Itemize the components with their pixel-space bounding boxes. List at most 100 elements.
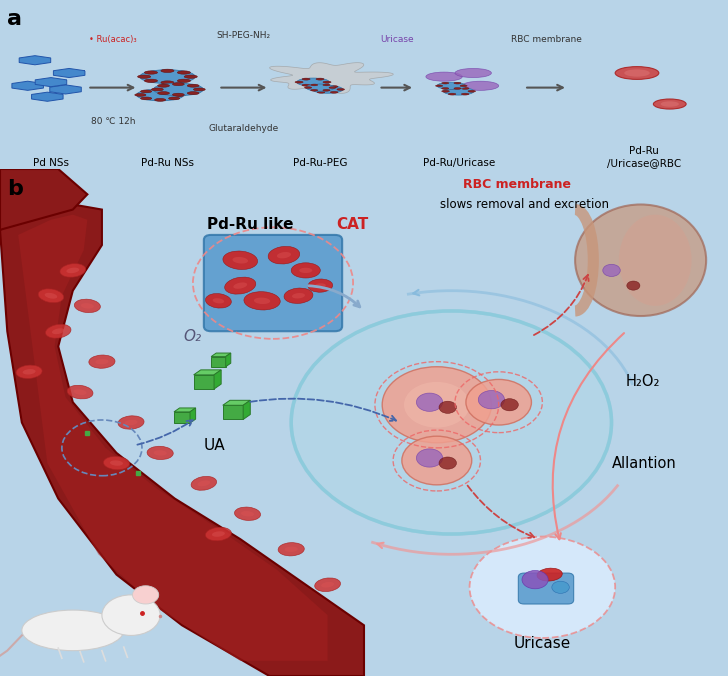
Circle shape: [329, 87, 336, 89]
Circle shape: [462, 87, 469, 89]
Circle shape: [460, 85, 467, 87]
Ellipse shape: [537, 568, 562, 581]
Circle shape: [466, 379, 531, 425]
Circle shape: [603, 264, 620, 276]
Text: RBC membrane: RBC membrane: [510, 34, 582, 44]
Ellipse shape: [95, 359, 108, 364]
Polygon shape: [0, 204, 364, 676]
Ellipse shape: [234, 283, 247, 289]
Ellipse shape: [615, 67, 659, 79]
Circle shape: [442, 88, 448, 89]
Circle shape: [187, 92, 199, 95]
Ellipse shape: [619, 215, 692, 306]
Polygon shape: [226, 353, 231, 366]
Circle shape: [437, 82, 466, 89]
Ellipse shape: [299, 268, 312, 273]
Circle shape: [175, 93, 186, 96]
Ellipse shape: [46, 324, 71, 338]
Circle shape: [137, 89, 183, 101]
Circle shape: [187, 84, 199, 87]
Circle shape: [154, 99, 166, 101]
Ellipse shape: [52, 329, 65, 334]
Circle shape: [135, 93, 146, 96]
Circle shape: [178, 71, 191, 74]
Circle shape: [138, 75, 151, 78]
Circle shape: [462, 81, 499, 91]
Ellipse shape: [74, 299, 100, 312]
Circle shape: [552, 581, 569, 594]
Circle shape: [291, 311, 612, 534]
Circle shape: [439, 401, 456, 413]
Circle shape: [184, 75, 197, 78]
Ellipse shape: [314, 283, 326, 288]
Ellipse shape: [16, 365, 42, 379]
Circle shape: [317, 86, 325, 88]
Circle shape: [312, 86, 343, 93]
Text: Pd-Ru
/Uricase@RBC: Pd-Ru /Uricase@RBC: [607, 146, 681, 168]
Text: O₂: O₂: [184, 329, 202, 344]
Text: Uricase: Uricase: [380, 34, 414, 44]
Text: RBC membrane: RBC membrane: [463, 178, 571, 191]
Ellipse shape: [625, 70, 650, 76]
Ellipse shape: [244, 291, 280, 310]
Circle shape: [435, 85, 443, 87]
Ellipse shape: [292, 293, 305, 299]
Polygon shape: [223, 400, 250, 406]
Text: CAT: CAT: [336, 217, 368, 233]
Circle shape: [470, 537, 615, 638]
Circle shape: [442, 82, 448, 84]
Ellipse shape: [223, 251, 258, 270]
Ellipse shape: [278, 543, 304, 556]
Circle shape: [448, 93, 456, 95]
Ellipse shape: [74, 389, 87, 395]
Circle shape: [154, 83, 203, 96]
Polygon shape: [214, 370, 221, 389]
Ellipse shape: [118, 416, 144, 429]
Circle shape: [132, 585, 159, 604]
Ellipse shape: [241, 511, 254, 516]
Circle shape: [501, 399, 518, 411]
Ellipse shape: [39, 289, 63, 303]
Circle shape: [416, 393, 443, 411]
Text: H₂O₂: H₂O₂: [626, 375, 660, 389]
Circle shape: [302, 84, 310, 87]
Circle shape: [478, 391, 505, 409]
Polygon shape: [269, 63, 393, 93]
Circle shape: [439, 457, 456, 469]
Bar: [211, 357, 226, 366]
Text: Uricase: Uricase: [514, 635, 571, 650]
Ellipse shape: [268, 246, 300, 264]
Circle shape: [154, 89, 166, 91]
Circle shape: [304, 87, 312, 89]
Circle shape: [448, 87, 456, 89]
Ellipse shape: [284, 288, 313, 304]
Circle shape: [454, 88, 461, 89]
Polygon shape: [190, 408, 196, 423]
Ellipse shape: [205, 293, 232, 308]
Ellipse shape: [314, 578, 341, 592]
Circle shape: [140, 70, 195, 84]
Circle shape: [144, 79, 157, 82]
Circle shape: [443, 87, 474, 95]
Circle shape: [454, 82, 461, 84]
Circle shape: [169, 97, 180, 100]
Ellipse shape: [66, 268, 79, 273]
FancyBboxPatch shape: [518, 573, 574, 604]
Circle shape: [144, 71, 157, 74]
Polygon shape: [53, 68, 85, 78]
Circle shape: [416, 449, 443, 467]
Text: a: a: [7, 9, 23, 29]
Polygon shape: [19, 55, 51, 65]
Circle shape: [161, 69, 174, 72]
Ellipse shape: [321, 582, 334, 587]
Circle shape: [323, 89, 330, 91]
Ellipse shape: [654, 99, 686, 109]
Circle shape: [402, 436, 472, 485]
Ellipse shape: [291, 263, 320, 278]
Text: SH-PEG-NH₂: SH-PEG-NH₂: [217, 31, 271, 40]
Circle shape: [194, 88, 205, 91]
Circle shape: [468, 91, 475, 92]
Ellipse shape: [81, 303, 94, 309]
Bar: [174, 412, 190, 423]
Circle shape: [311, 89, 317, 91]
